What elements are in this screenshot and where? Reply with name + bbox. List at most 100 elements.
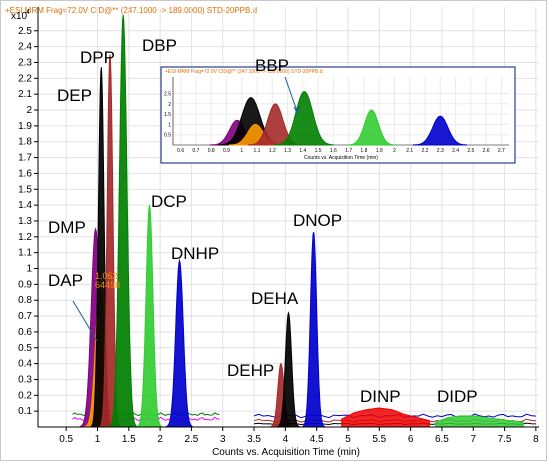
- y-tick-label: 2: [26, 105, 32, 116]
- peak-dcp: [136, 205, 164, 428]
- y-tick-label: 2.3: [18, 57, 32, 68]
- y-tick-label: 1.4: [18, 200, 32, 211]
- y-multiplier: x10: [11, 11, 28, 22]
- y-tick-label: 0.4: [18, 359, 32, 370]
- y-tick-label: 2.2: [18, 73, 32, 84]
- x-tick-label: 5.5: [372, 434, 386, 445]
- inset-x-tick-label: 2.6: [483, 148, 490, 154]
- peak-dbp: [109, 14, 138, 428]
- inset-x-tick-label: 2.7: [498, 148, 505, 154]
- inset-y-tick-label: 0.5: [164, 133, 171, 139]
- peak-label-dmp: DMP: [48, 218, 86, 237]
- inset-y-tick-label: 1: [168, 122, 171, 128]
- inset-x-tick-label: 2.2: [422, 148, 429, 154]
- y-tick-label: 1.6: [18, 168, 32, 179]
- x-tick-label: 0.5: [59, 434, 73, 445]
- y-tick-label: 0.8: [18, 295, 32, 306]
- series-layer: [72, 14, 536, 428]
- inset-x-tick-label: 0.6: [177, 148, 184, 154]
- inset-y-tick-label: 1.5: [164, 112, 171, 118]
- x-tick-label: 1: [95, 434, 101, 445]
- inset-peak-5: [347, 109, 396, 146]
- inset-x-tick-label: 2.5: [467, 148, 474, 154]
- y-tick-label: 0.3: [18, 374, 32, 385]
- x-tick-label: 6.5: [435, 434, 449, 445]
- peak-dnhp: [165, 258, 193, 428]
- inset-x-tick-label: 0.7: [192, 148, 199, 154]
- peak-label-dap: DAP: [48, 271, 83, 290]
- x-axis-label: Counts vs. Acquisition Time (min): [212, 447, 360, 458]
- y-tick-label: 2.4: [18, 42, 32, 53]
- inset-x-tick-label: 1.4: [299, 148, 306, 154]
- peak-label-deha: DEHA: [251, 289, 299, 308]
- inset-x-tick-label: 2.3: [437, 148, 444, 154]
- inset-header: +ESI MRM Frag=72.0V CID@** (247.1000 -> …: [165, 69, 323, 75]
- inset-x-tick-label: 1.5: [315, 148, 322, 154]
- x-tick-label: 8: [533, 434, 539, 445]
- inset-x-tick-label: 1.8: [360, 148, 367, 154]
- y-tick-label: 1.9: [18, 121, 32, 132]
- inset-x-tick-label: 1.3: [284, 148, 291, 154]
- inset-x-tick-label: 0.8: [208, 148, 215, 154]
- inset-x-tick-label: 2: [393, 148, 396, 154]
- peak-deha: [277, 311, 300, 428]
- peak-label-dnhp: DNHP: [171, 244, 219, 263]
- peak-annotation-rt: 1.062: [95, 271, 118, 281]
- x-tick-label: 6: [408, 434, 414, 445]
- y-tick-label: 1: [26, 264, 32, 275]
- inset-x-tick-label: 0.9: [223, 148, 230, 154]
- peak-labels: DMP DAP DEP DPP DBP DCP DNHP DEHP DEHA DNOP DINP DI…: [48, 36, 478, 406]
- inset-y-tick-label: 2: [168, 102, 171, 108]
- y-tick-label: 2.1: [18, 89, 32, 100]
- x-tick-label: 2: [157, 434, 163, 445]
- x-tick-label: 2.5: [184, 434, 198, 445]
- peak-label-dpp: DPP: [80, 48, 115, 67]
- y-tick-label: 1.5: [18, 184, 32, 195]
- peak-label-dep: DEP: [57, 86, 92, 105]
- y-exponent: 4: [26, 9, 30, 16]
- peak-label-dcp: DCP: [151, 192, 187, 211]
- peak-label-dbp: DBP: [142, 36, 177, 55]
- inset-x-tick-label: 1.6: [330, 148, 337, 154]
- inset-peak-6: [413, 115, 468, 146]
- x-tick-label: 3.5: [247, 434, 261, 445]
- bbp-arrow-line: [284, 76, 298, 112]
- y-tick-label: 0.2: [18, 390, 32, 401]
- inset-y-tick-label: 2.5: [164, 91, 171, 97]
- x-tick-label: 7: [470, 434, 476, 445]
- y-tick-label: 0.6: [18, 327, 32, 338]
- y-tick-label: 0.1: [18, 406, 32, 417]
- x-tick-label: 4.5: [310, 434, 324, 445]
- y-tick-label: 1.7: [18, 153, 32, 164]
- peak-label-dehp: DEHP: [227, 361, 274, 380]
- x-tick-label: 5: [345, 434, 351, 445]
- peak-label-dnop: DNOP: [293, 211, 342, 230]
- y-tick-label: 1.8: [18, 137, 32, 148]
- inset-x-tick-label: 2.4: [452, 148, 459, 154]
- dap-arrow-line: [72, 300, 98, 342]
- y-tick-label: 0.7: [18, 311, 32, 322]
- inset-x-tick-label: 1.7: [345, 148, 352, 154]
- peak-dnop: [302, 231, 326, 428]
- y-tick-label: 0.5: [18, 343, 32, 354]
- y-tick-label: 1.1: [18, 248, 32, 259]
- inset-x-axis-label: Counts vs. Acquisition Time (min): [304, 155, 378, 161]
- y-tick-label: 1.3: [18, 216, 32, 227]
- hump-dinp: [341, 407, 430, 428]
- x-tick-label: 4: [283, 434, 289, 445]
- x-tick-label: 7.5: [498, 434, 512, 445]
- inset-x-tick-label: 2.1: [406, 148, 413, 154]
- y-tick-label: 0.9: [18, 279, 32, 290]
- peak-label-didp: DIDP: [437, 387, 478, 406]
- bbp-arrow-head: [293, 105, 301, 115]
- inset-x-tick-label: 1.9: [376, 148, 383, 154]
- inset-x-tick-label: 1.2: [269, 148, 276, 154]
- y-tick-label: 1.2: [18, 232, 32, 243]
- inset-x-tick-label: 1.1: [254, 148, 261, 154]
- chart-header: +ESI MRM Frag=72.0V CID@** (247.1000 -> …: [5, 6, 257, 15]
- peak-label-bbp: BBP: [255, 56, 289, 75]
- x-tick-label: 1.5: [122, 434, 136, 445]
- inset-x-tick-label: 1: [240, 148, 243, 154]
